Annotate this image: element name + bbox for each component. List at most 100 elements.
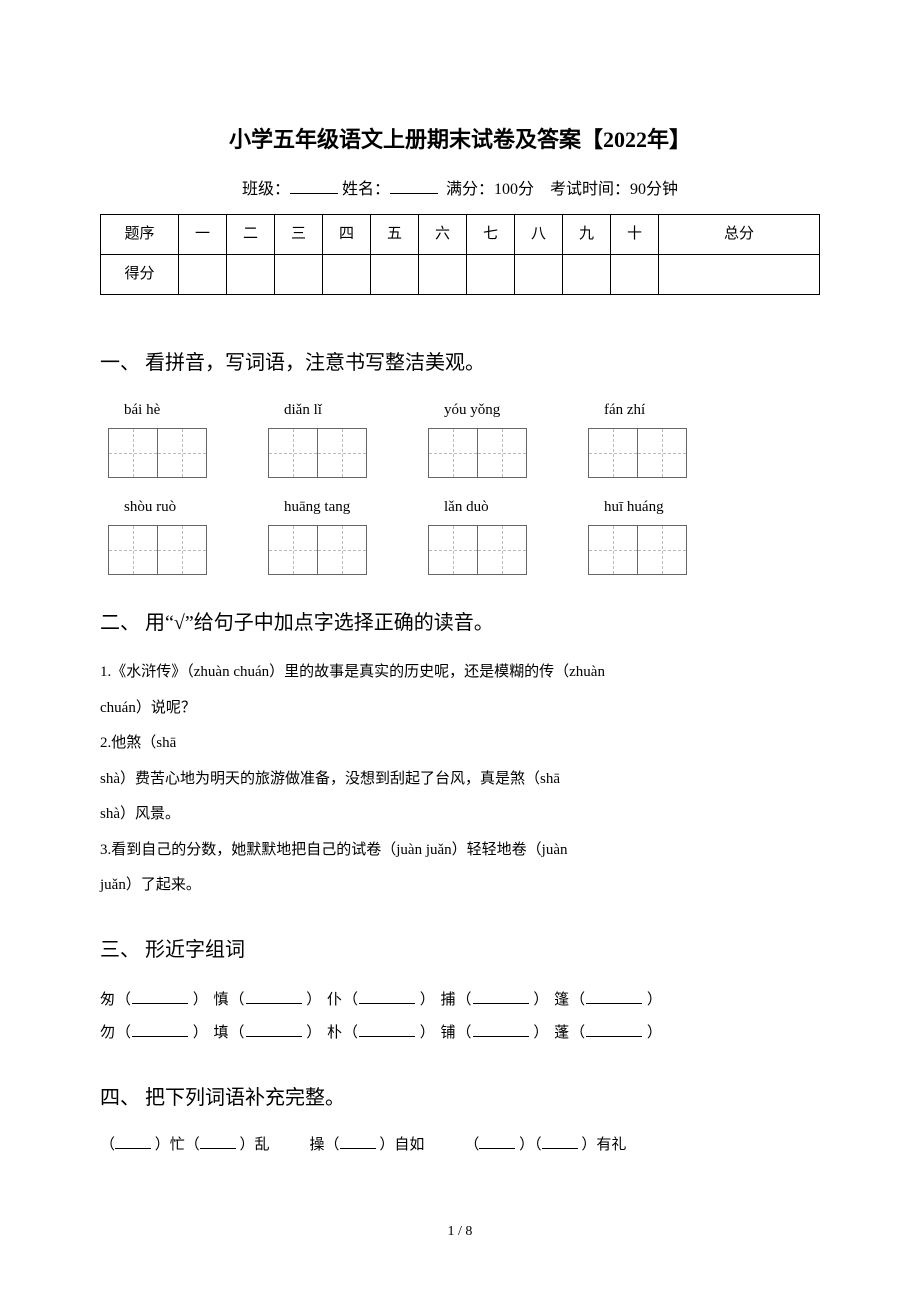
score-cell[interactable] — [563, 255, 611, 295]
time-label: 考试时间：90分钟 — [550, 181, 678, 198]
char-box-group[interactable] — [588, 525, 698, 575]
w: （ — [100, 1137, 115, 1153]
pinyin-row-1: bái hè diǎn lǐ yóu yǒng fán zhí — [100, 397, 820, 424]
char-box-group[interactable] — [268, 428, 378, 478]
w: 勿（ — [100, 1025, 132, 1041]
w: 匆（ — [100, 992, 132, 1008]
doc-title: 小学五年级语文上册期末试卷及答案【2022年】 — [100, 120, 820, 160]
pinyin-5: shòu ruò — [124, 494, 234, 521]
name-blank[interactable] — [390, 178, 438, 194]
score-table: 题序 一 二 三 四 五 六 七 八 九 十 总分 得分 — [100, 214, 820, 295]
q2-1b: chuán）说呢？ — [100, 693, 820, 725]
score-cell[interactable] — [419, 255, 467, 295]
pinyin-1: bái hè — [124, 397, 234, 424]
w: 操（ — [310, 1137, 340, 1153]
w: ） 篷（ — [533, 992, 586, 1008]
blank[interactable] — [359, 1022, 415, 1037]
score-cell[interactable] — [275, 255, 323, 295]
blank[interactable] — [132, 1022, 188, 1037]
blank[interactable] — [473, 1022, 529, 1037]
q2-2a: 2.他煞（shā — [100, 728, 820, 760]
score-cell[interactable] — [467, 255, 515, 295]
w: ） — [647, 1025, 663, 1041]
score-header-row: 题序 一 二 三 四 五 六 七 八 九 十 总分 — [101, 215, 820, 255]
w: ） 捕（ — [420, 992, 473, 1008]
info-line: 班级： 姓名： 满分：100分 考试时间：90分钟 — [100, 176, 820, 205]
w: ） 铺（ — [420, 1025, 473, 1041]
pinyin-8: huī huáng — [604, 494, 714, 521]
pinyin-row-2: shòu ruò huāng tang lǎn duò huī huáng — [100, 494, 820, 521]
score-label: 满分：100分 — [446, 181, 534, 198]
name-label: 姓名： — [342, 181, 390, 198]
col-total: 总分 — [659, 215, 820, 255]
s3-line1: 匆（ ） 慎（ ） 仆（ ） 捕（ ） 篷（ ） — [100, 984, 820, 1017]
q2-3b: juǎn）了起来。 — [100, 870, 820, 902]
blank[interactable] — [246, 1022, 302, 1037]
s4-g1: （ ）忙（ ）乱 — [100, 1132, 270, 1159]
col-9: 九 — [563, 215, 611, 255]
section3-heading: 三、 形近字组词 — [100, 932, 820, 968]
w: ）（ — [519, 1137, 542, 1153]
pinyin-4: fán zhí — [604, 397, 714, 424]
col-8: 八 — [515, 215, 563, 255]
score-cell[interactable] — [515, 255, 563, 295]
blank[interactable] — [115, 1134, 151, 1149]
score-cell[interactable] — [371, 255, 419, 295]
col-7: 七 — [467, 215, 515, 255]
pinyin-3: yóu yǒng — [444, 397, 554, 424]
blank[interactable] — [586, 989, 642, 1004]
blank[interactable] — [542, 1134, 578, 1149]
blank[interactable] — [246, 989, 302, 1004]
class-blank[interactable] — [290, 178, 338, 194]
w: ） — [647, 992, 663, 1008]
w: ） 仆（ — [306, 992, 359, 1008]
s4-g2: 操（ ）自如 — [310, 1132, 425, 1159]
blank[interactable] — [473, 989, 529, 1004]
q2-2b: shà）费苦心地为明天的旅游做准备，没想到刮起了台风，真是煞（shā — [100, 764, 820, 796]
col-6: 六 — [419, 215, 467, 255]
q2-1a: 1.《水浒传》（zhuàn chuán）里的故事是真实的历史呢，还是模糊的传（z… — [100, 657, 820, 689]
char-box-group[interactable] — [108, 428, 218, 478]
w: ） 蓬（ — [533, 1025, 586, 1041]
col-2: 二 — [227, 215, 275, 255]
blank[interactable] — [200, 1134, 236, 1149]
s4-row: （ ）忙（ ）乱 操（ ）自如 （ ）（ ）有礼 — [100, 1132, 820, 1159]
box-row-1 — [100, 428, 820, 478]
q2-3a: 3.看到自己的分数，她默默地把自己的试卷（juàn juǎn）轻轻地卷（juàn — [100, 835, 820, 867]
score-value-row: 得分 — [101, 255, 820, 295]
w: ）有礼 — [581, 1137, 626, 1153]
col-1: 一 — [179, 215, 227, 255]
row2-label: 得分 — [101, 255, 179, 295]
score-cell[interactable] — [323, 255, 371, 295]
char-box-group[interactable] — [428, 525, 538, 575]
blank[interactable] — [586, 1022, 642, 1037]
blank[interactable] — [340, 1134, 376, 1149]
box-row-2 — [100, 525, 820, 575]
blank[interactable] — [132, 989, 188, 1004]
w: ） 慎（ — [193, 992, 246, 1008]
col-4: 四 — [323, 215, 371, 255]
class-label: 班级： — [242, 181, 290, 198]
blank[interactable] — [479, 1134, 515, 1149]
score-cell[interactable] — [611, 255, 659, 295]
row1-label: 题序 — [101, 215, 179, 255]
pinyin-6: huāng tang — [284, 494, 394, 521]
char-box-group[interactable] — [268, 525, 378, 575]
w: ）忙（ — [155, 1137, 200, 1153]
pinyin-7: lǎn duò — [444, 494, 554, 521]
section1-heading: 一、 看拼音，写词语，注意书写整洁美观。 — [100, 345, 820, 381]
score-cell[interactable] — [659, 255, 820, 295]
score-cell[interactable] — [179, 255, 227, 295]
pinyin-2: diǎn lǐ — [284, 397, 394, 424]
char-box-group[interactable] — [428, 428, 538, 478]
section4-heading: 四、 把下列词语补充完整。 — [100, 1080, 820, 1116]
s4-g3: （ ）（ ）有礼 — [464, 1132, 626, 1159]
col-5: 五 — [371, 215, 419, 255]
section2-heading: 二、 用“√”给句子中加点字选择正确的读音。 — [100, 605, 820, 641]
w: ） 填（ — [193, 1025, 246, 1041]
char-box-group[interactable] — [588, 428, 698, 478]
w: （ — [464, 1137, 479, 1153]
blank[interactable] — [359, 989, 415, 1004]
char-box-group[interactable] — [108, 525, 218, 575]
score-cell[interactable] — [227, 255, 275, 295]
